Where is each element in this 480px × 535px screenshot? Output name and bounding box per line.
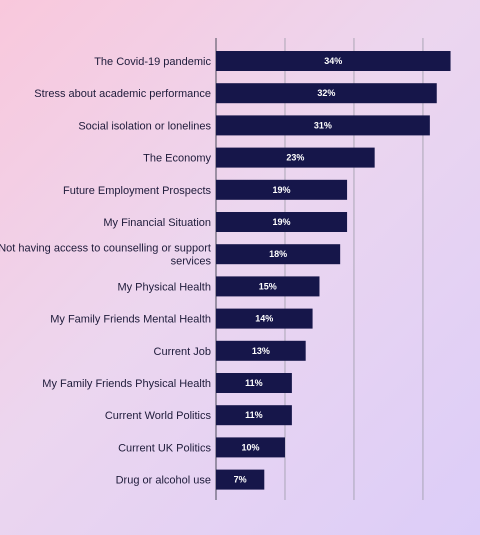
value-label-12: 11% [245,410,263,420]
category-label-10: Current Job [154,346,211,358]
category-label-9: My Family Friends Mental Health [50,314,211,326]
bar-12 [216,405,292,426]
category-label-3: Social isolation or lonelines [78,120,211,132]
category-label-12: Current World Politics [105,410,212,422]
bar-7 [216,244,341,265]
category-label-5: Future Employment Prospects [63,185,211,197]
bar-3 [216,115,430,136]
value-label-6: 19% [273,217,291,227]
category-label-6: My Financial Situation [103,217,211,229]
category-label-4: The Economy [143,153,211,165]
value-label-5: 19% [273,185,291,195]
category-label-8: My Physical Health [117,281,211,293]
bar-1 [216,51,451,71]
bar-10 [216,340,306,361]
bar-14 [216,469,265,490]
value-label-1: 34% [324,56,342,66]
value-label-11: 11% [245,378,263,388]
bar-13 [216,437,285,458]
category-label-7: Not having access to counselling or supp… [0,243,211,268]
bar-6 [216,212,348,232]
value-label-8: 15% [259,281,277,291]
value-label-14: 7% [234,475,247,485]
value-label-13: 10% [241,442,259,452]
value-label-10: 13% [252,346,270,356]
bar-4 [216,147,375,168]
value-label-9: 14% [255,314,273,324]
category-label-14: Drug or alcohol use [116,475,211,487]
value-label-4: 23% [286,153,304,163]
value-label-3: 31% [314,120,332,130]
bar-8 [216,276,320,297]
category-label-2: Stress about academic performance [34,88,211,100]
value-label-7: 18% [269,249,287,259]
value-label-2: 32% [317,88,335,98]
bar-5 [216,179,348,200]
category-label-11: My Family Friends Physical Health [42,378,211,390]
bar-2 [216,83,437,104]
bar-9 [216,308,313,329]
category-label-1: The Covid-19 pandemic [94,56,211,68]
bar-11 [216,373,292,393]
category-label-13: Current UK Politics [118,442,211,454]
